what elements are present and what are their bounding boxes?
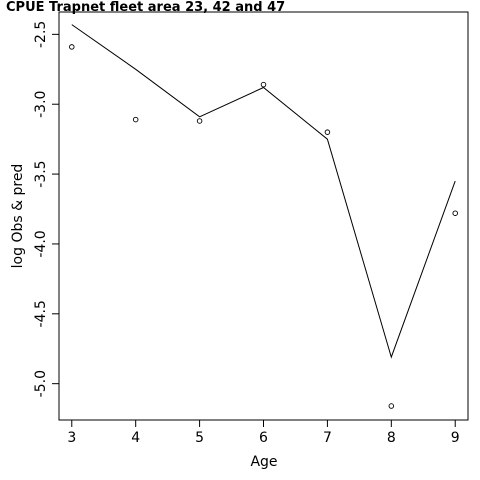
x-axis-label: Age — [250, 454, 277, 470]
x-tick-label: 8 — [387, 430, 396, 446]
y-tick-label: -2.5 — [33, 21, 49, 48]
x-tick-label: 7 — [323, 430, 332, 446]
observed-point — [196, 118, 203, 124]
x-axis: 3 4 5 6 7 8 9 — [67, 419, 460, 446]
observed-point — [388, 403, 395, 409]
predicted-line — [71, 24, 456, 359]
y-tick-label: -4.0 — [33, 230, 49, 257]
y-axis-label: log Obs & pred — [10, 164, 26, 269]
observed-point — [260, 81, 267, 88]
observed-point — [324, 129, 331, 135]
y-tick-label: -5.0 — [33, 370, 49, 397]
observed-point — [69, 44, 75, 50]
observed-point — [132, 116, 139, 123]
observed-points — [69, 44, 458, 409]
y-axis: -2.5 -3.0 -3.5 -4.0 -4.5 -5.0 — [33, 21, 60, 397]
x-tick-label: 5 — [195, 430, 204, 446]
y-tick-label: -3.5 — [33, 160, 49, 187]
y-tick-label: -3.0 — [33, 91, 49, 118]
x-tick-label: 6 — [259, 430, 268, 446]
observed-point — [452, 210, 458, 216]
x-tick-label: 4 — [131, 430, 140, 446]
x-tick-label: 3 — [67, 430, 76, 446]
chart-title: CPUE Trapnet fleet area 23, 42 and 47 — [6, 0, 285, 15]
plot-frame — [58, 11, 469, 421]
y-tick-label: -4.5 — [33, 300, 49, 327]
x-tick-label: 9 — [451, 430, 460, 446]
